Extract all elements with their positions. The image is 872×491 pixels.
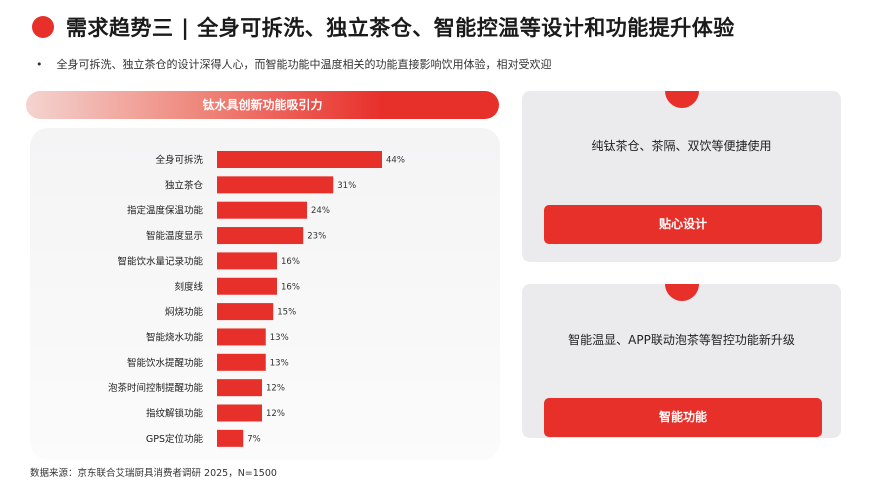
bar	[217, 176, 334, 194]
category-label: 指定温度保温功能	[127, 205, 204, 217]
category-label: 焖烧功能	[165, 306, 204, 318]
bar	[217, 151, 382, 168]
card-description: 智能温显、APP联动泡茶等智控功能新升级	[568, 333, 795, 347]
category-label: 全身可拆洗	[155, 154, 203, 166]
summary-text: 全身可拆洗、独立茶仓的设计深得人心，而智能功能中温度相关的功能直接影响饮用体验，…	[56, 58, 552, 71]
value-label: 44%	[386, 156, 405, 166]
bar	[217, 353, 266, 371]
value-label: 13%	[270, 358, 289, 368]
category-label: 刻度线	[174, 281, 203, 293]
value-label: 31%	[337, 181, 356, 191]
bar	[217, 277, 277, 295]
category-label: 智能烧水功能	[146, 331, 204, 343]
card-notch	[664, 284, 699, 301]
value-label: 12%	[266, 409, 285, 419]
feature-card-convenient: 纯钛茶仓、茶隔、双饮等便捷使用 贴心设计	[522, 91, 841, 262]
category-label: 指纹解锁功能	[146, 408, 204, 420]
value-label: 7%	[247, 434, 261, 444]
page-title: 需求趋势三 | 全身可拆洗、独立茶仓、智能控温等设计和功能提升体验	[66, 16, 735, 40]
card-description: 纯钛茶仓、茶隔、双饮等便捷使用	[591, 139, 772, 153]
value-label: 12%	[266, 384, 285, 394]
title-dot-icon	[32, 16, 54, 38]
category-label: GPS定位功能	[146, 433, 204, 445]
category-label: 泡茶时间控制提醒功能	[108, 382, 204, 394]
category-label: 独立茶仓	[165, 179, 204, 191]
bar	[217, 201, 307, 219]
value-label: 16%	[281, 282, 300, 292]
feature-card-smart: 智能温显、APP联动泡茶等智控功能新升级 智能功能	[522, 284, 841, 438]
bullet-dot: •	[36, 58, 43, 71]
category-label: 智能温度显示	[146, 230, 203, 242]
data-source: 数据来源：京东联合艾瑞厨具消费者调研 2025，N=1500	[30, 468, 277, 479]
bar	[217, 429, 244, 447]
value-label: 16%	[281, 257, 300, 267]
value-label: 23%	[307, 232, 326, 242]
summary-bullet: • 全身可拆洗、独立茶仓的设计深得人心，而智能功能中温度相关的功能直接影响饮用体验…	[36, 56, 552, 72]
value-label: 24%	[311, 206, 330, 216]
category-label: 智能饮水提醒功能	[127, 357, 204, 369]
convenient-design-button[interactable]: 贴心设计	[544, 205, 822, 244]
value-label: 15%	[277, 308, 296, 318]
bar	[217, 379, 262, 397]
bar	[217, 303, 274, 321]
value-label: 13%	[270, 333, 289, 343]
bar	[217, 252, 277, 270]
chart-title-banner: 钛水具创新功能吸引力	[26, 91, 499, 119]
bar	[217, 404, 262, 422]
card-notch	[664, 91, 699, 108]
bar-chart: 全身可拆洗 44% 独立茶仓 31% 指定温度保温功能 24% 智能温度显示 23% 智能饮水量…	[108, 151, 405, 447]
smart-function-button[interactable]: 智能功能	[544, 398, 822, 437]
bar	[217, 328, 266, 346]
bar	[217, 227, 304, 245]
category-label: 智能饮水量记录功能	[117, 255, 203, 267]
